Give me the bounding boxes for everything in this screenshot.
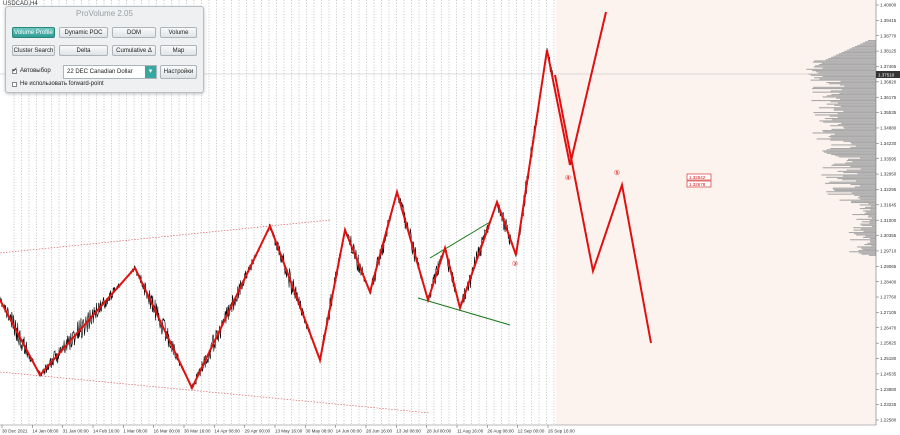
symbol-label: USDCAD,H4 [3, 1, 38, 7]
time-tick-label: 28 Jun 16:00 [366, 429, 393, 434]
forward-point-label: Не использовать forward-point [20, 81, 104, 87]
triangle-lines [417, 221, 511, 326]
price-tick-label: 1.25825 [880, 341, 897, 346]
wave-label-4: ④ [565, 174, 571, 182]
time-tick-label: 14 Jun 00:00 [336, 429, 363, 434]
volume-profile-button[interactable]: Volume Profile [12, 27, 55, 38]
price-tick-label: 1.37465 [880, 64, 897, 69]
contract-select[interactable]: 22 DEC Canadian Dollar ▾ [63, 65, 157, 79]
price-tick-label: 1.34880 [880, 126, 897, 131]
wave-projection [569, 11, 607, 166]
time-tick-label: 1 Mar 08:00 [123, 429, 148, 434]
time-ticks: 30 Dec 2021 14 Jan 08:00 31 Jan 00:00 14 Fe… [1, 425, 575, 434]
time-tick-label: 26 Sep 16:00 [548, 429, 575, 434]
time-tick-label: 14 Feb 16:00 [93, 429, 120, 434]
price-tick-label: 1.28400 [880, 279, 897, 284]
time-tick-label: 30 May 08:00 [305, 429, 333, 434]
volume-button[interactable]: Volume [160, 27, 197, 38]
price-tick-label: 1.31645 [880, 202, 897, 207]
price-tick-label: 1.35535 [880, 110, 897, 115]
price-tick-label: 1.23225 [880, 402, 897, 407]
contract-value: 22 DEC Canadian Dollar [67, 69, 133, 75]
price-tick-label: 1.26470 [880, 325, 897, 330]
level-label: 1.32842 [689, 175, 706, 180]
price-tick-label: 1.36175 [880, 95, 897, 100]
time-tick-label: 14 Jan 08:00 [32, 429, 59, 434]
current-price-tag [876, 71, 900, 78]
forward-point-checkbox[interactable] [12, 82, 17, 87]
cumulative-delta-button[interactable]: Cumulative Δ [112, 45, 156, 56]
map-button[interactable]: Map [160, 45, 197, 56]
price-tick-label: 1.36820 [880, 79, 897, 84]
dynamic-poc-button[interactable]: Dynamic POC [59, 27, 108, 38]
price-tick-label: 1.29710 [880, 249, 897, 254]
delta-button[interactable]: Delta [59, 45, 108, 56]
current-price-value: 1.37510 [878, 73, 895, 78]
time-tick-label: 13 May 16:00 [275, 429, 303, 434]
price-tick-label: 1.32950 [880, 172, 897, 177]
cluster-search-button[interactable]: Cluster Search [12, 45, 55, 56]
price-tick-label: 1.25180 [880, 356, 897, 361]
auto-select-label: Автовыбор [20, 68, 51, 74]
time-tick-label: 11 Aug 16:00 [457, 429, 484, 434]
price-tick-label: 1.27760 [880, 295, 897, 300]
time-tick-label: 30 Dec 2021 [2, 429, 28, 434]
price-tick-label: 1.32295 [880, 187, 897, 192]
time-tick-label: 30 Mar 16:00 [184, 429, 211, 434]
price-tick-label: 1.23880 [880, 387, 897, 392]
time-tick-label: 29 Apr 00:00 [245, 429, 271, 434]
price-tick-label: 1.30355 [880, 233, 897, 238]
price-tick-label: 1.38770 [880, 33, 897, 38]
price-tick-label: 1.33595 [880, 156, 897, 161]
level-label: 1.32678 [689, 182, 706, 187]
time-tick-label: 26 Aug 08:00 [487, 429, 514, 434]
price-tick-label: 1.40000 [880, 3, 897, 8]
price-tick-label: 1.39415 [880, 18, 897, 23]
time-tick-label: 31 Jan 00:00 [63, 429, 90, 434]
price-tick-label: 1.29065 [880, 264, 897, 269]
level-labels: 1.32842 1.32678 [686, 173, 712, 188]
wave-projection-down [554, 74, 652, 344]
provolume-panel[interactable]: ProVolume 2.05 Volume Profile Dynamic PO… [5, 6, 204, 93]
price-tick-label: 1.34230 [880, 141, 897, 146]
chevron-down-icon[interactable]: ▾ [145, 66, 156, 78]
panel-title[interactable]: ProVolume 2.05 [76, 9, 133, 18]
time-tick-label: 28 Jul 00:00 [427, 429, 452, 434]
price-tick-label: 1.27105 [880, 310, 897, 315]
trend-channel [0, 219, 431, 414]
wave-label-3: ③ [512, 260, 518, 268]
price-ticks: 1.40000 1.39415 1.38770 1.38125 1.37465 1.368… [876, 3, 897, 423]
auto-select-checkbox[interactable] [12, 66, 18, 74]
time-tick-label: 12 Sep 00:00 [518, 429, 545, 434]
dom-button[interactable]: DOM [112, 27, 156, 38]
price-tick-label: 1.38125 [880, 49, 897, 54]
settings-button[interactable]: Настройки [160, 65, 197, 79]
time-tick-label: 14 Apr 08:00 [214, 429, 240, 434]
volume-profile [806, 40, 876, 256]
price-tick-label: 1.31000 [880, 218, 897, 223]
wave-zigzag [0, 49, 571, 391]
time-tick-label: 13 Jul 08:00 [396, 429, 421, 434]
time-tick-label: 16 Mar 00:00 [154, 429, 181, 434]
price-tick-label: 1.24535 [880, 371, 897, 376]
wave-label-5: ⑤ [614, 169, 620, 177]
price-tick-label: 1.22580 [880, 418, 897, 423]
